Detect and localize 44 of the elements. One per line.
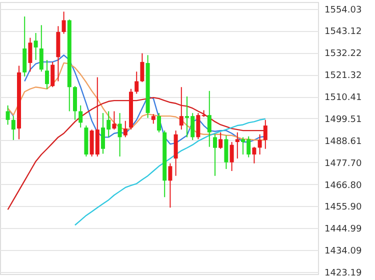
candlestick bbox=[22, 16, 27, 77]
candlestick bbox=[112, 110, 116, 130]
y-tick-label: 1423.19 bbox=[324, 268, 362, 279]
y-tick-label: 1532.22 bbox=[324, 49, 362, 60]
candlestick bbox=[11, 116, 16, 141]
candlestick bbox=[235, 132, 240, 160]
candlestick bbox=[213, 134, 217, 176]
candlestick bbox=[252, 146, 256, 164]
candlestick bbox=[28, 37, 32, 72]
candlestick bbox=[34, 32, 38, 60]
y-tick-label: 1488.61 bbox=[324, 136, 362, 147]
candlestick bbox=[157, 112, 161, 133]
candlestick bbox=[78, 104, 83, 128]
line-series bbox=[7, 96, 266, 210]
candlestick bbox=[263, 119, 268, 150]
y-tick-label: 1554.03 bbox=[324, 5, 362, 16]
candlestick bbox=[123, 120, 128, 138]
candlestick bbox=[218, 132, 223, 150]
candlestick bbox=[6, 104, 10, 126]
candlestick bbox=[230, 142, 234, 172]
candlestick bbox=[39, 24, 44, 72]
candlestick bbox=[118, 112, 122, 158]
y-tick-label: 1521.32 bbox=[324, 71, 362, 82]
candlestick bbox=[50, 61, 55, 88]
candlestick bbox=[151, 114, 156, 124]
candlestick bbox=[134, 71, 139, 94]
candlestick bbox=[140, 52, 144, 83]
candlestick bbox=[196, 112, 200, 140]
y-tick-label: 1466.80 bbox=[324, 180, 362, 191]
candlestick bbox=[258, 134, 262, 155]
y-tick-label: 1444.99 bbox=[324, 224, 362, 235]
y-tick-label: 1499.51 bbox=[324, 114, 362, 125]
candlestick bbox=[207, 90, 212, 148]
y-tick-label: 1510.41 bbox=[324, 93, 362, 104]
y-tick-label: 1543.12 bbox=[324, 27, 362, 38]
candlestick bbox=[62, 11, 66, 34]
candlestick bbox=[45, 59, 49, 90]
candlestick bbox=[224, 134, 228, 170]
candlestick bbox=[179, 86, 184, 130]
line-series bbox=[74, 118, 266, 226]
y-tick-label: 1477.70 bbox=[324, 158, 362, 169]
y-tick-label: 1434.09 bbox=[324, 246, 362, 257]
candlestick bbox=[168, 162, 172, 208]
y-tick-label: 1455.90 bbox=[324, 202, 362, 213]
